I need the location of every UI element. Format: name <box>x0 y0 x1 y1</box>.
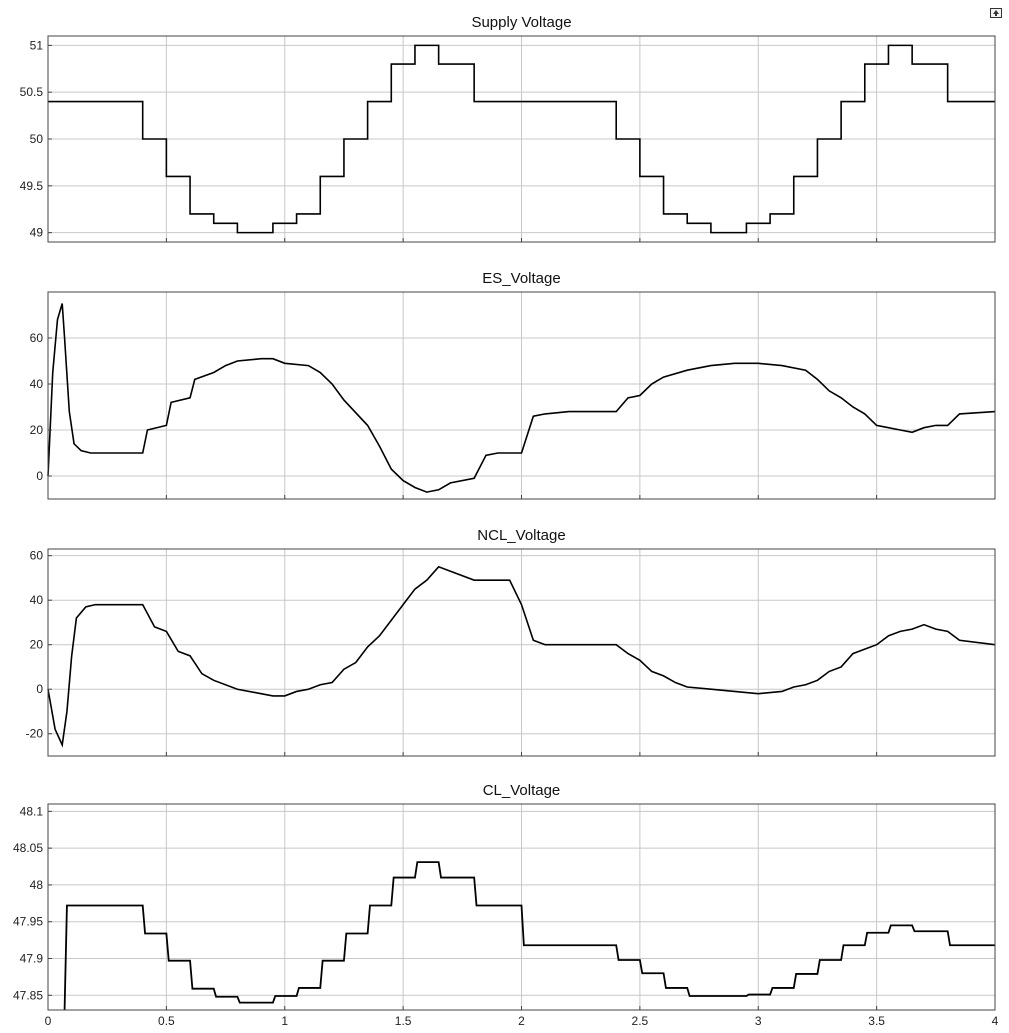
y-tick-label: 48 <box>30 878 44 892</box>
y-tick-label: 20 <box>30 423 44 437</box>
y-tick-label: 49 <box>30 226 44 240</box>
panel-1: 49 49.5 50 50.5 51 Supply Voltage <box>20 14 996 243</box>
y-tick-label: 60 <box>30 331 44 345</box>
y-tick-label: 48.05 <box>13 841 43 855</box>
y-tick-label: 40 <box>30 377 44 391</box>
x-tick-label: 1 <box>281 1014 288 1028</box>
y-tick-label: -20 <box>26 727 44 741</box>
x-tick-label: 3.5 <box>868 1014 885 1028</box>
x-tick-label: 2 <box>518 1014 525 1028</box>
y-tick-label: 60 <box>30 549 44 563</box>
panel-2: 0 20 40 60 ES_Voltage <box>30 270 996 500</box>
y-tick-label: 47.9 <box>20 952 44 966</box>
x-tick-label: 3 <box>755 1014 762 1028</box>
chart-title: NCL_Voltage <box>477 527 565 544</box>
x-tick-label: 0.5 <box>158 1014 175 1028</box>
y-tick-label: 48.1 <box>20 804 44 818</box>
panel-3: -20 0 20 40 60 NCL_Voltage <box>26 527 996 757</box>
y-tick-label: 47.95 <box>13 915 43 929</box>
chart-title: ES_Voltage <box>482 270 560 287</box>
y-tick-label: 47.85 <box>13 988 43 1002</box>
series-line-1 <box>47 303 996 493</box>
y-tick-label: 51 <box>30 38 44 52</box>
y-tick-label: 0 <box>36 469 43 483</box>
y-tick-label: 0 <box>36 682 43 696</box>
x-tick-label: 2.5 <box>632 1014 649 1028</box>
y-tick-label: 40 <box>30 593 44 607</box>
y-tick-label: 50.5 <box>20 85 44 99</box>
series-line-1 <box>63 861 995 1011</box>
undock-icon[interactable] <box>990 8 1002 18</box>
y-tick-label: 49.5 <box>20 179 44 193</box>
chart-title: Supply Voltage <box>471 14 571 31</box>
series-line-1 <box>47 565 996 748</box>
y-tick-label: 50 <box>30 132 44 146</box>
x-tick-label: 0 <box>45 1014 52 1028</box>
y-tick-label: 20 <box>30 638 44 652</box>
chart-title: CL_Voltage <box>483 782 561 799</box>
panel-4: 47.85 47.9 47.95 48 48.05 48.1 0 0.5 1 1.5 2 2.5 3 3.… <box>13 782 999 1028</box>
x-tick-label: 4 <box>992 1014 999 1028</box>
series-line-1 <box>48 44 995 234</box>
x-tick-label: 1.5 <box>395 1014 412 1028</box>
